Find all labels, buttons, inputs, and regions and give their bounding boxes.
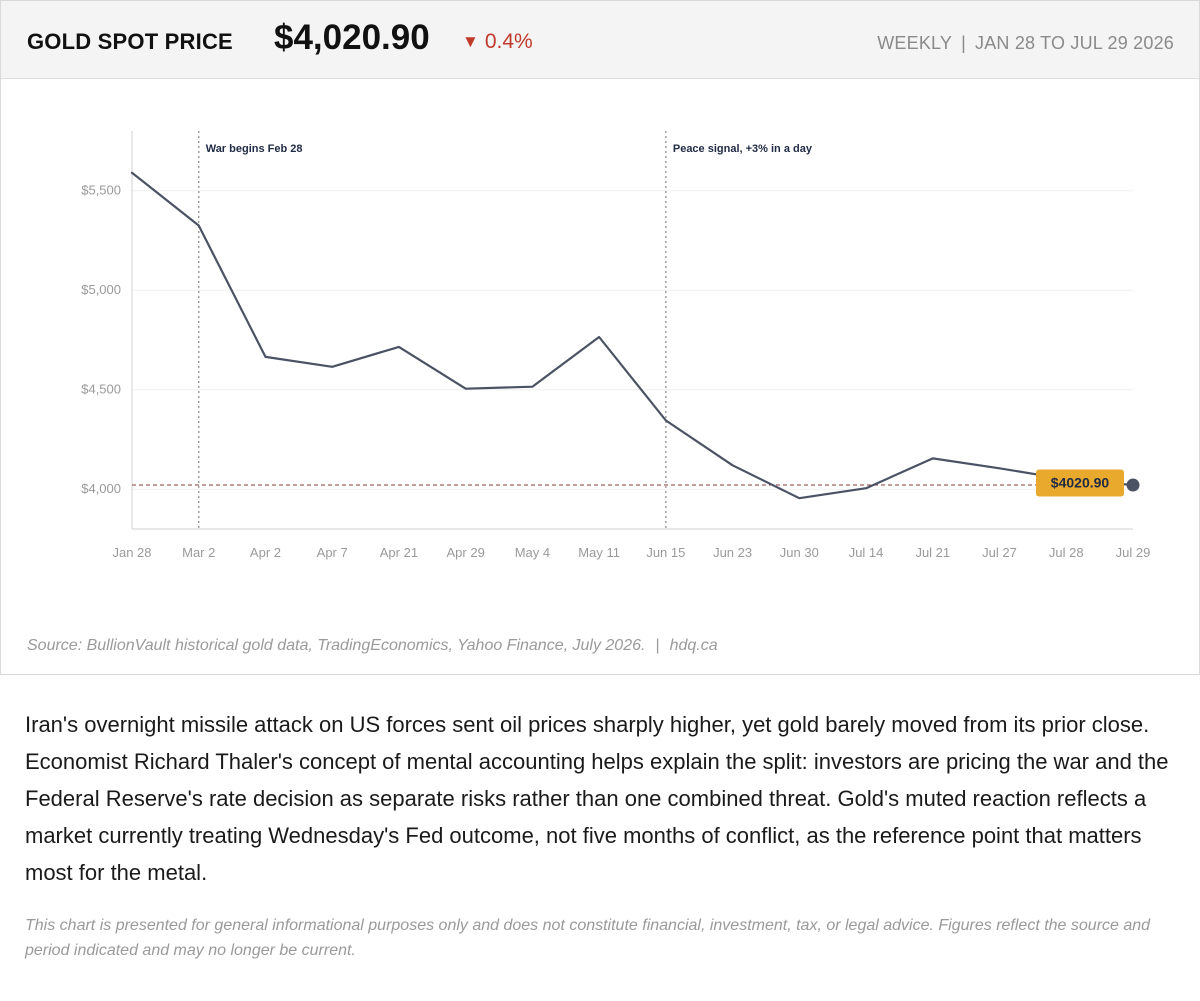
annotation-label: War begins Feb 28 <box>206 143 303 155</box>
chart-title: GOLD SPOT PRICE <box>27 29 233 54</box>
x-tick-label: Apr 2 <box>250 545 281 560</box>
x-tick-label: Jun 23 <box>713 545 752 560</box>
x-tick-label: Apr 7 <box>317 545 348 560</box>
x-tick-label: May 11 <box>578 545 620 560</box>
data-point <box>931 456 935 460</box>
data-point <box>664 419 668 423</box>
price-line-chart: $4,000 $4,500 $5,000 $5,500 Jan 28 Mar 2 Apr 2… <box>81 131 1151 560</box>
source-text: Source: BullionVault historical gold dat… <box>27 637 646 654</box>
data-point <box>197 224 201 228</box>
data-point <box>130 171 134 175</box>
data-point <box>330 365 334 369</box>
price-badge <box>1036 469 1124 497</box>
data-point <box>263 355 267 359</box>
x-tick-label: Apr 21 <box>380 545 418 560</box>
x-tick-label: Apr 29 <box>447 545 485 560</box>
data-point <box>464 387 468 391</box>
price-change-value: 0.4% <box>484 30 533 53</box>
price-change: ▼ 0.4% <box>462 30 533 54</box>
source-note: Source: BullionVault historical gold dat… <box>27 637 718 655</box>
chart-card: GOLD SPOT PRICE $4,020.90 ▼ 0.4% WEEKLY | J… <box>0 0 1200 675</box>
data-point <box>731 463 735 467</box>
data-point <box>597 335 601 339</box>
data-point <box>998 466 1002 470</box>
disclaimer-text: This chart is presented for general info… <box>25 917 1151 959</box>
y-tick-label: $5,500 <box>81 183 121 198</box>
x-tick-label: Jun 15 <box>646 545 685 560</box>
y-tick-label: $4,000 <box>81 481 121 496</box>
x-tick-label: May 4 <box>515 545 550 560</box>
x-tick-label: Mar 2 <box>182 545 215 560</box>
article-paragraph: Iran's overnight missile attack on US fo… <box>25 712 1169 885</box>
x-tick-label: Jan 28 <box>112 545 151 560</box>
down-arrow-icon: ▼ <box>462 32 479 51</box>
x-tick-label: Jul 27 <box>982 545 1017 560</box>
x-tick-label: Jun 30 <box>780 545 819 560</box>
annotation-label: Peace signal, +3% in a day <box>673 143 813 155</box>
frequency-label: WEEKLY <box>877 33 953 53</box>
data-point <box>797 496 801 500</box>
x-tick-label: Jul 21 <box>915 545 950 560</box>
current-price: $4,020.90 <box>274 18 430 57</box>
end-point-marker <box>1126 478 1140 492</box>
y-tick-label: $4,500 <box>81 382 121 397</box>
divider: | <box>655 637 660 654</box>
data-point <box>864 486 868 490</box>
x-tick-label: Jul 29 <box>1116 545 1151 560</box>
chart-header: GOLD SPOT PRICE $4,020.90 ▼ 0.4% WEEKLY | J… <box>1 1 1199 79</box>
data-point <box>530 385 534 389</box>
price-badge-label: $4020.90 <box>1051 475 1110 491</box>
y-tick-label: $5,000 <box>81 282 121 297</box>
source-site: hdq.ca <box>669 637 718 654</box>
date-range: JAN 28 TO JUL 29 2026 <box>975 33 1174 53</box>
x-tick-label: Jul 28 <box>1049 545 1084 560</box>
divider: | <box>961 33 967 53</box>
x-tick-label: Jul 14 <box>849 545 884 560</box>
data-point <box>397 345 401 349</box>
period-info: WEEKLY | JAN 28 TO JUL 29 2026 <box>877 33 1174 54</box>
price-series-line <box>130 171 1135 500</box>
